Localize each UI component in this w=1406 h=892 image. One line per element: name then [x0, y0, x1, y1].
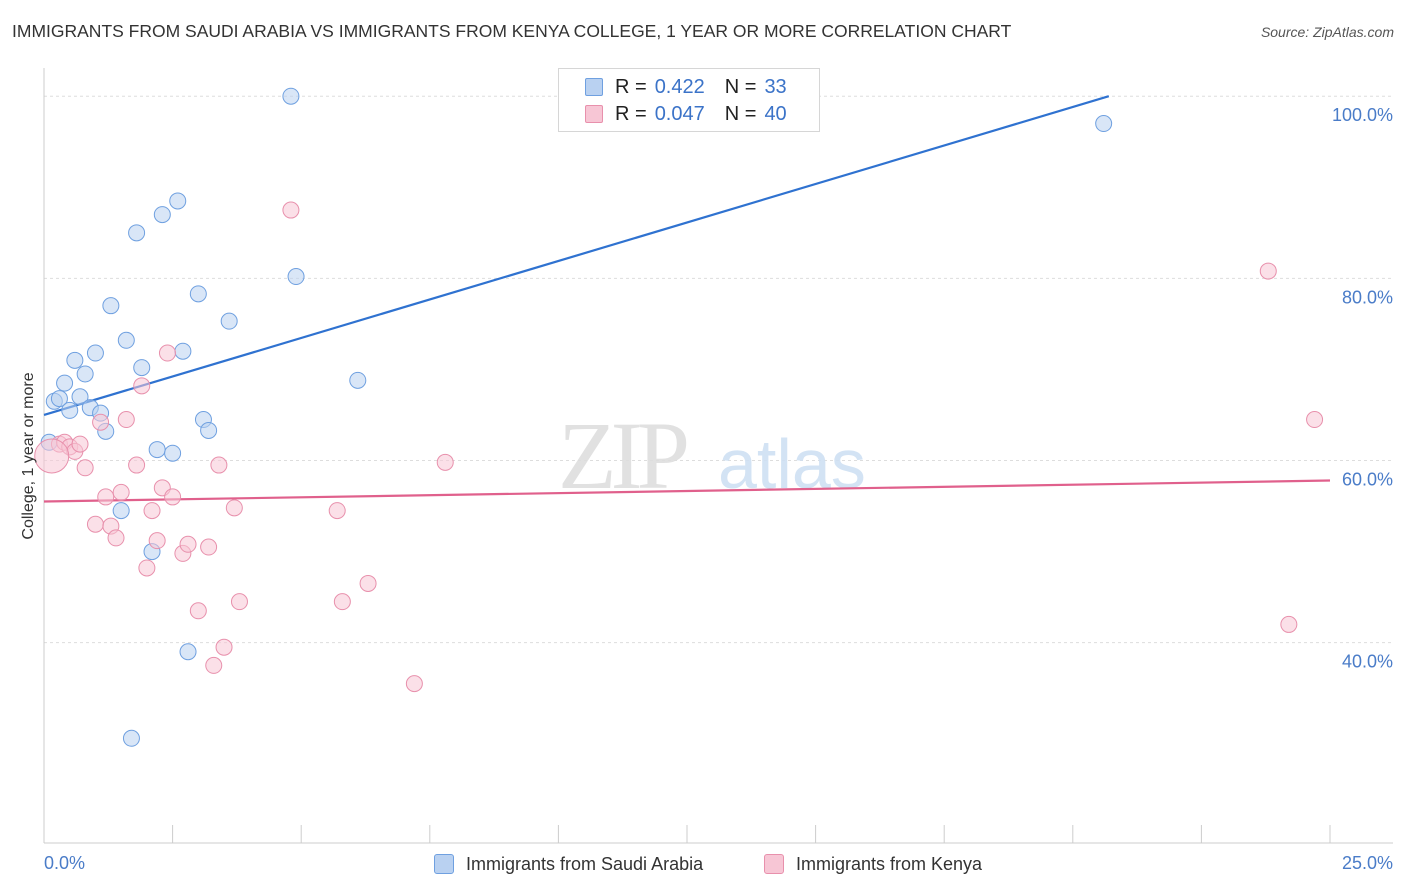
point-saudi-arabia[interactable] [117, 331, 135, 349]
n-label: N = [724, 75, 757, 98]
n-value: 33 [764, 75, 787, 98]
point-kenya[interactable] [1259, 262, 1277, 280]
y-tick-label: 100.0% [1332, 105, 1393, 125]
point-kenya[interactable] [148, 532, 166, 550]
point-kenya[interactable] [210, 456, 228, 474]
point-saudi-arabia[interactable] [164, 444, 182, 462]
data-points [34, 87, 1324, 747]
source-credit: Source: ZipAtlas.com [1260, 24, 1394, 40]
legend-label-kenya: Immigrants from Kenya [796, 853, 983, 874]
point-kenya[interactable] [164, 488, 182, 506]
point-kenya[interactable] [333, 593, 351, 611]
y-tick-label: 80.0% [1342, 287, 1393, 307]
r-value: 0.047 [654, 102, 705, 125]
point-kenya[interactable] [1306, 411, 1324, 429]
point-kenya[interactable] [158, 344, 176, 362]
point-saudi-arabia[interactable] [71, 388, 89, 406]
point-saudi-arabia[interactable] [174, 342, 192, 360]
point-saudi-arabia[interactable] [122, 729, 140, 747]
x-tick-label-1: 25.0% [1342, 853, 1393, 873]
point-saudi-arabia[interactable] [148, 441, 166, 459]
point-kenya[interactable] [92, 413, 110, 431]
trend-line-kenya [43, 479, 1331, 503]
point-saudi-arabia[interactable] [76, 365, 94, 383]
stats-legend: R = 0.422 N = 33 R = 0.047 N = 40 [558, 68, 820, 132]
n-label: N = [724, 102, 757, 125]
point-saudi-arabia[interactable] [128, 224, 146, 242]
stats-row-saudi-arabia: R = 0.422 N = 33 [585, 74, 787, 100]
point-kenya[interactable] [189, 602, 207, 620]
legend-item-kenya[interactable]: Immigrants from Kenya [764, 852, 982, 876]
legend-label-saudi-arabia: Immigrants from Saudi Arabia [466, 853, 704, 874]
point-saudi-arabia[interactable] [189, 285, 207, 303]
gridlines [44, 95, 1393, 644]
point-kenya[interactable] [117, 411, 135, 429]
point-saudi-arabia[interactable] [282, 87, 300, 105]
point-kenya[interactable] [215, 638, 233, 656]
point-saudi-arabia[interactable] [220, 312, 238, 330]
point-kenya[interactable] [128, 456, 146, 474]
point-kenya[interactable] [200, 538, 218, 556]
point-kenya[interactable] [133, 377, 151, 395]
point-saudi-arabia[interactable] [287, 268, 305, 286]
legend-item-saudi-arabia[interactable]: Immigrants from Saudi Arabia [434, 852, 703, 876]
point-kenya[interactable] [225, 499, 243, 517]
y-tick-label: 60.0% [1342, 470, 1393, 490]
x-tick-label-0: 0.0% [44, 853, 85, 873]
point-kenya[interactable] [179, 535, 197, 553]
point-saudi-arabia[interactable] [50, 390, 68, 408]
point-kenya[interactable] [34, 438, 70, 474]
saudi-arabia-swatch [585, 78, 603, 96]
point-kenya[interactable] [436, 453, 454, 471]
y-axis-label: College, 1 year or more [20, 372, 37, 539]
watermark-atlas: atlas [718, 425, 866, 503]
point-kenya[interactable] [205, 656, 223, 674]
saudi-arabia-legend-swatch [434, 854, 454, 874]
point-kenya[interactable] [97, 488, 115, 506]
point-kenya[interactable] [405, 675, 423, 693]
point-kenya[interactable] [1280, 615, 1298, 633]
point-kenya[interactable] [112, 483, 130, 501]
r-label: R = [615, 102, 647, 125]
kenya-legend-swatch [764, 854, 784, 874]
point-kenya[interactable] [86, 515, 104, 533]
point-kenya[interactable] [76, 459, 94, 477]
point-kenya[interactable] [143, 502, 161, 520]
point-saudi-arabia[interactable] [86, 344, 104, 362]
point-saudi-arabia[interactable] [1095, 115, 1113, 133]
y-tick-label: 40.0% [1342, 652, 1393, 672]
point-saudi-arabia[interactable] [153, 206, 171, 224]
point-saudi-arabia[interactable] [56, 374, 74, 392]
kenya-swatch [585, 105, 603, 123]
point-saudi-arabia[interactable] [61, 401, 79, 419]
point-kenya[interactable] [359, 574, 377, 592]
y-tick-labels: 40.0% 60.0% 80.0% 100.0% [1332, 105, 1393, 671]
point-saudi-arabia[interactable] [102, 297, 120, 315]
point-saudi-arabia[interactable] [200, 421, 218, 439]
point-saudi-arabia[interactable] [179, 643, 197, 661]
point-saudi-arabia[interactable] [169, 192, 187, 210]
point-kenya[interactable] [107, 529, 125, 547]
point-saudi-arabia[interactable] [66, 351, 84, 369]
trend-line-saudi-arabia [43, 95, 1110, 417]
point-saudi-arabia[interactable] [112, 502, 130, 520]
point-kenya[interactable] [282, 201, 300, 219]
stats-row-kenya: R = 0.047 N = 40 [585, 101, 787, 127]
r-label: R = [615, 75, 647, 98]
point-saudi-arabia[interactable] [133, 359, 151, 377]
point-kenya[interactable] [71, 435, 89, 453]
point-kenya[interactable] [328, 502, 346, 520]
point-saudi-arabia[interactable] [349, 371, 367, 389]
point-kenya[interactable] [138, 559, 156, 577]
n-value: 40 [764, 102, 787, 125]
point-kenya[interactable] [230, 593, 248, 611]
chart-title: IMMIGRANTS FROM SAUDI ARABIA VS IMMIGRAN… [12, 21, 1012, 41]
r-value: 0.422 [654, 75, 705, 98]
trend-lines [43, 95, 1331, 503]
